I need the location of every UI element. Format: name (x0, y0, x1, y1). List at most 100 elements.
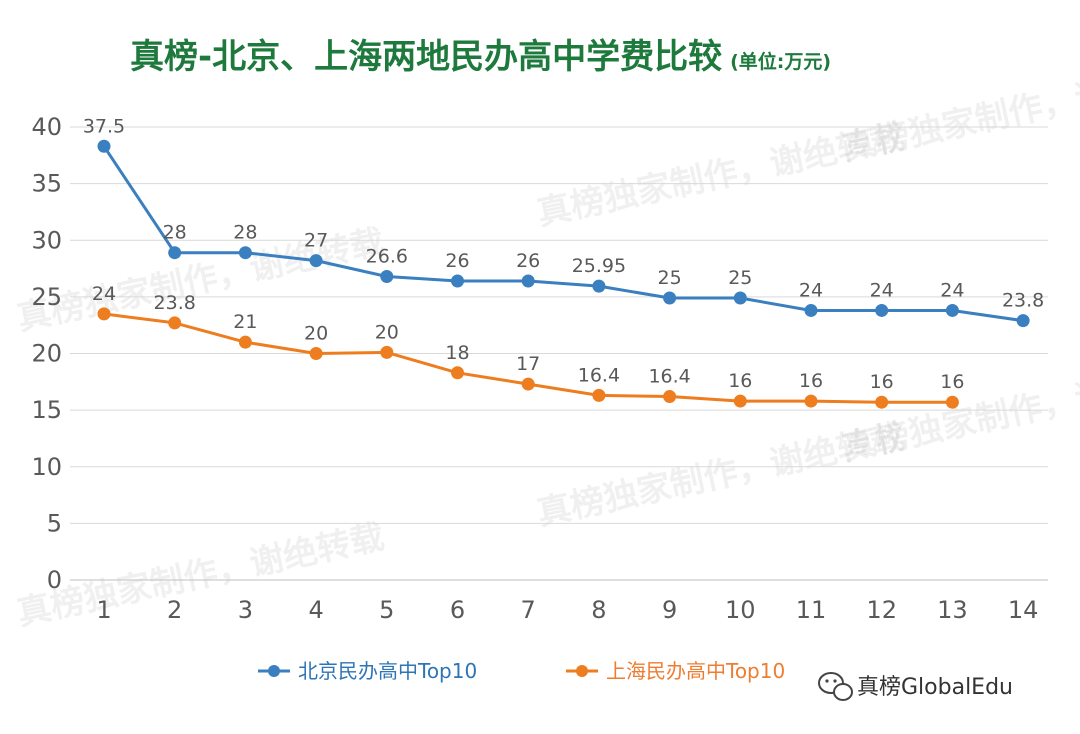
point-shanghai-11 (804, 394, 818, 408)
y-tick-5: 5 (47, 509, 62, 537)
point-shanghai-8 (592, 388, 606, 402)
watermark-5: 真榜独家制作，谢绝转载 (839, 52, 1080, 169)
data-label-shanghai-10: 16 (728, 370, 752, 392)
point-shanghai-7 (521, 377, 535, 391)
data-label-shanghai-6: 18 (445, 342, 469, 364)
data-label-shanghai-3: 21 (233, 311, 257, 333)
point-beijing-9 (663, 291, 677, 305)
point-beijing-11 (804, 303, 818, 317)
y-tick-30: 30 (31, 226, 62, 254)
point-shanghai-2 (168, 316, 182, 330)
x-tick-10: 10 (725, 596, 756, 624)
chart-title-unit: (单位:万元) (730, 50, 831, 73)
point-beijing-4 (309, 254, 323, 268)
point-beijing-7 (521, 274, 535, 288)
x-tick-11: 11 (796, 596, 827, 624)
data-label-beijing-3: 28 (233, 222, 257, 244)
x-tick-12: 12 (866, 596, 897, 624)
chart-title-main: 真榜-北京、上海两地民办高中学费比较 (130, 37, 722, 77)
y-tick-0: 0 (47, 566, 62, 594)
series-line-beijing (102, 145, 1024, 323)
x-tick-1: 1 (96, 596, 111, 624)
point-shanghai-10 (733, 394, 747, 408)
legend-marker-beijing (268, 665, 280, 677)
point-beijing-12 (875, 303, 889, 317)
data-label-shanghai-11: 16 (799, 370, 823, 392)
chart-title: 真榜-北京、上海两地民办高中学费比较 (单位:万元) (130, 37, 831, 77)
data-label-beijing-7: 26 (516, 250, 540, 272)
y-tick-25: 25 (31, 283, 62, 311)
point-beijing-8 (592, 279, 606, 293)
point-shanghai-6 (451, 366, 464, 380)
data-label-beijing-10: 25 (728, 267, 752, 289)
point-shanghai-1 (97, 307, 111, 321)
point-beijing-6 (451, 274, 464, 288)
x-tick-13: 13 (937, 596, 968, 624)
watermark-layer: 真榜独家制作，谢绝转载真榜独家制作，谢绝转载真榜独家制作，谢绝转载真榜独家制作，… (14, 52, 1080, 634)
point-beijing-10 (733, 291, 747, 305)
x-tick-7: 7 (521, 596, 536, 624)
data-label-beijing-8: 25.95 (572, 255, 626, 277)
data-label-shanghai-12: 16 (870, 371, 894, 393)
point-beijing-5 (380, 269, 394, 283)
data-label-shanghai-4: 20 (304, 323, 328, 345)
point-shanghai-9 (663, 390, 677, 404)
brand-mark: 真榜GlobalEdu (818, 672, 1013, 701)
x-tick-5: 5 (379, 596, 394, 624)
point-shanghai-13 (945, 395, 959, 409)
y-tick-20: 20 (31, 340, 62, 368)
data-label-beijing-14: 23.8 (1002, 290, 1044, 312)
point-shanghai-12 (875, 395, 889, 409)
legend-marker-shanghai (576, 665, 588, 677)
point-beijing-1 (97, 139, 111, 153)
data-label-beijing-11: 24 (799, 279, 823, 301)
data-label-beijing-6: 26 (445, 250, 469, 272)
series-points (97, 139, 1030, 409)
y-tick-10: 10 (31, 453, 62, 481)
data-label-beijing-9: 25 (658, 267, 682, 289)
x-axis-ticks: 1 2 3 4 5 6 7 8 9 10 11 12 13 14 (96, 596, 1038, 624)
point-beijing-3 (238, 246, 252, 260)
watermark-1: 真榜独家制作，谢绝转载 (14, 222, 388, 339)
data-label-shanghai-8: 16.4 (578, 364, 620, 386)
y-tick-15: 15 (31, 396, 62, 424)
point-beijing-14 (1016, 314, 1030, 328)
data-label-shanghai-13: 16 (940, 371, 964, 393)
x-tick-2: 2 (167, 596, 182, 624)
x-tick-4: 4 (308, 596, 323, 624)
y-tick-35: 35 (31, 170, 62, 198)
data-label-beijing-13: 24 (940, 279, 964, 301)
x-tick-9: 9 (662, 596, 677, 624)
data-label-shanghai-5: 20 (375, 321, 399, 343)
brand-label: 真榜GlobalEdu (857, 675, 1013, 700)
legend-item-beijing: 北京民办高中Top10 (258, 659, 477, 683)
data-label-beijing-12: 24 (870, 279, 894, 301)
data-label-beijing-2: 28 (163, 222, 187, 244)
legend-label-beijing: 北京民办高中Top10 (298, 659, 477, 683)
point-shanghai-4 (309, 347, 323, 360)
x-tick-6: 6 (450, 596, 465, 624)
x-tick-3: 3 (238, 596, 253, 624)
data-label-shanghai-9: 16.4 (648, 366, 690, 388)
point-beijing-2 (168, 246, 182, 260)
x-tick-8: 8 (591, 596, 606, 624)
data-label-beijing-4: 27 (304, 230, 328, 252)
data-label-shanghai-2: 23.8 (154, 292, 196, 314)
legend-label-shanghai: 上海民办高中Top10 (606, 659, 785, 683)
gridlines (70, 126, 1048, 581)
legend-item-shanghai: 上海民办高中Top10 (566, 659, 785, 683)
data-label-beijing-1: 37.5 (83, 115, 125, 137)
data-label-shanghai-7: 17 (516, 353, 540, 375)
point-beijing-13 (945, 303, 959, 317)
x-tick-14: 14 (1008, 596, 1039, 624)
y-tick-40: 40 (31, 113, 62, 141)
y-axis-ticks: 0 5 10 15 20 25 30 35 40 (31, 113, 62, 594)
point-shanghai-5 (380, 345, 394, 359)
data-label-shanghai-1: 24 (92, 283, 116, 305)
point-shanghai-3 (238, 335, 252, 349)
data-label-beijing-5: 26.6 (366, 245, 408, 267)
watermark-3: 真榜独家制作，谢绝转载 (14, 517, 388, 634)
legend: 北京民办高中Top10 上海民办高中Top10 (258, 659, 785, 683)
